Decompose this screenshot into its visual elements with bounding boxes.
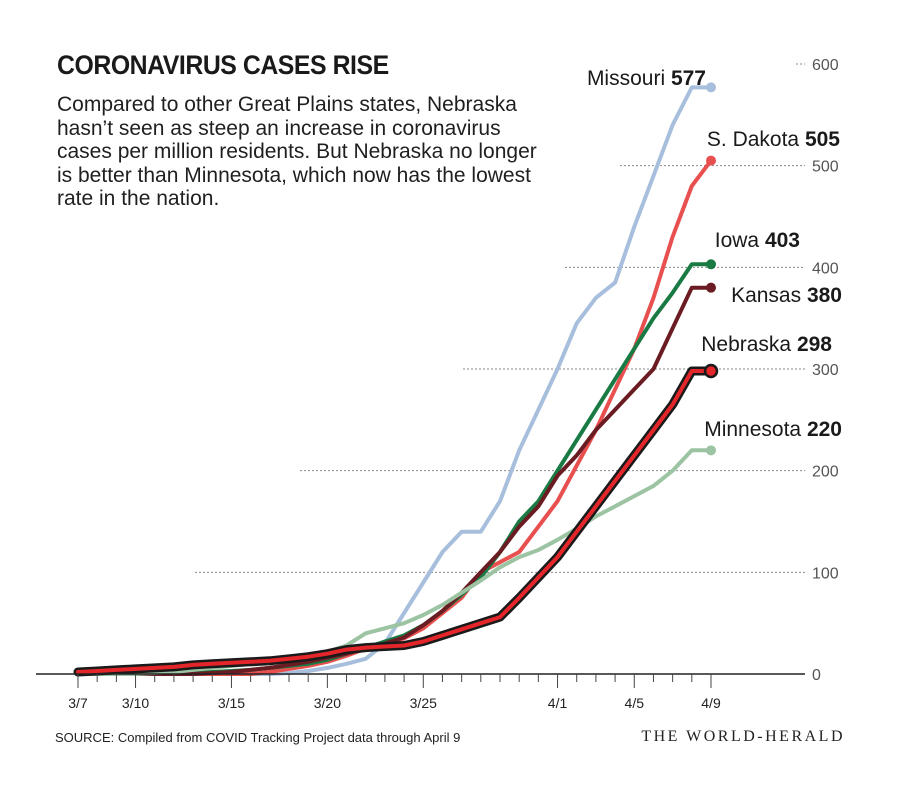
x-tick-label: 3/7: [68, 695, 88, 711]
series-end-dot-nebraska: [703, 363, 719, 379]
series-end-dot-s-dakota: [706, 155, 716, 166]
y-tick-label: 500: [812, 159, 839, 176]
series-line-s-dakota: [76, 158, 713, 676]
chart-title: CORONAVIRUS CASES RISE: [57, 50, 389, 80]
series-label-missouri: Missouri 577: [587, 67, 706, 90]
y-tick-label: 600: [812, 57, 839, 74]
series-name: Iowa: [715, 229, 765, 252]
series-value: 380: [807, 284, 842, 307]
series-lines: [73, 82, 719, 677]
x-tick-label: 4/1: [548, 695, 568, 711]
brand-logo: THE WORLD-HERALD: [641, 728, 845, 745]
y-tick-label: 100: [812, 565, 839, 582]
series-value: 403: [765, 229, 800, 252]
x-axis: 3/7 3/10 3/15 3/20 3/25 4/1 4/5 4/9: [36, 673, 805, 711]
x-tick-label: 3/10: [122, 695, 149, 711]
series-name: Missouri: [587, 67, 671, 90]
series-value: 577: [671, 67, 706, 90]
series-label-kansas: Kansas 380: [731, 284, 842, 307]
y-tick-label: 200: [812, 464, 839, 481]
y-tick-label: 0: [812, 667, 821, 684]
x-tick-label: 4/9: [701, 695, 721, 711]
series-labels: Missouri 577 S. Dakota 505 Iowa 403 Kansas …: [587, 67, 842, 441]
y-tick-label: 400: [812, 260, 839, 277]
series-name: Nebraska: [701, 333, 797, 356]
series-label-minnesota: Minnesota 220: [704, 418, 842, 441]
gridlines: [195, 63, 805, 573]
series-line-minnesota: [76, 448, 713, 676]
source-note: SOURCE: Compiled from COVID Tracking Pro…: [55, 730, 461, 745]
series-value: 298: [797, 333, 832, 356]
series-name: Kansas: [731, 284, 807, 307]
x-tick-label: 3/20: [314, 695, 341, 711]
series-label-s-dakota: S. Dakota 505: [707, 128, 840, 151]
series-end-dot-missouri: [706, 82, 716, 93]
x-tick-label: 3/25: [410, 695, 437, 711]
series-name: S. Dakota: [707, 128, 805, 151]
series-value: 220: [807, 418, 842, 441]
series-label-iowa: Iowa 403: [715, 229, 800, 252]
x-tick-label: 4/5: [625, 695, 645, 711]
series-value: 505: [805, 128, 840, 151]
series-end-dot-kansas: [706, 282, 716, 293]
series-end-dot-iowa: [706, 259, 716, 270]
series-line-iowa: [76, 262, 713, 676]
series-name: Minnesota: [704, 418, 807, 441]
y-axis: 0 100 200 300 400 500 600: [812, 57, 839, 684]
chart-subtitle: Compared to other Great Plains states, N…: [57, 93, 537, 211]
x-tick-label: 3/15: [218, 695, 245, 711]
series-label-nebraska: Nebraska 298: [701, 333, 832, 356]
series-line-nebraska: [76, 369, 713, 674]
y-tick-label: 300: [812, 362, 839, 379]
series-end-dot-minnesota: [706, 445, 716, 456]
